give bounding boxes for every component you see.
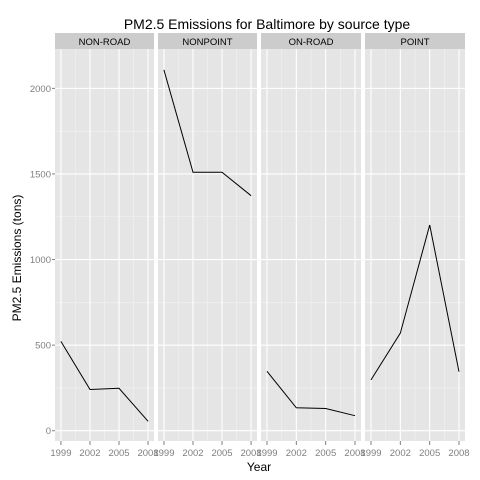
facet-strip <box>55 33 154 49</box>
series-line <box>370 224 460 381</box>
facet-panels: 1999 2002 2005 2008 NON-ROAD 1999 2002 2005 2008… <box>50 33 470 459</box>
facet-panel: 1999 2002 2005 2008 NONPOINT <box>153 33 262 459</box>
facet-strip-label: NONPOINT <box>182 37 232 48</box>
x-tick-label: 2005 <box>108 448 129 459</box>
y-tick-label: 1500 <box>30 169 51 180</box>
facet-strip <box>261 33 361 49</box>
x-axis-label: Year <box>247 460 271 474</box>
facet-strip-label: ON-ROAD <box>289 37 334 48</box>
x-tick-label: 2002 <box>286 448 307 459</box>
x-tick-label: 1999 <box>153 448 174 459</box>
y-tick-label: 1000 <box>30 255 51 266</box>
y-axis: 0 500 1000 1500 2000 <box>30 84 55 437</box>
facet-strip <box>158 33 257 49</box>
x-tick-label: 1999 <box>50 448 71 459</box>
x-tick-label: 2008 <box>137 448 158 459</box>
facet-strip-label: NON-ROAD <box>79 37 131 48</box>
x-tick-label: 2008 <box>448 448 469 459</box>
x-tick-label: 2002 <box>79 448 100 459</box>
y-tick-label: 2000 <box>30 84 51 95</box>
x-tick-label: 2008 <box>240 448 261 459</box>
x-tick-label: 2005 <box>419 448 440 459</box>
facet-strip <box>365 33 465 49</box>
x-tick-label: 1999 <box>256 448 277 459</box>
x-tick-label: 2005 <box>211 448 232 459</box>
facet-panel: 1999 2002 2005 2008 POINT <box>360 33 470 459</box>
x-tick-label: 1999 <box>360 448 381 459</box>
x-tick-label: 2008 <box>344 448 365 459</box>
y-tick-label: 500 <box>35 341 51 352</box>
y-tick-label: 0 <box>46 426 51 437</box>
facet-strip-label: POINT <box>400 37 429 48</box>
facet-panel: 1999 2002 2005 2008 ON-ROAD <box>256 33 366 459</box>
facet-panel: 1999 2002 2005 2008 NON-ROAD <box>50 33 159 459</box>
series-line <box>266 370 356 417</box>
y-axis-label: PM2.5 Emissions (tons) <box>10 195 24 322</box>
x-tick-label: 2005 <box>315 448 336 459</box>
x-tick-label: 2002 <box>390 448 411 459</box>
x-tick-label: 2002 <box>182 448 203 459</box>
series-line <box>163 69 252 197</box>
chart-title: PM2.5 Emissions for Baltimore by source … <box>124 16 411 32</box>
series-line <box>60 341 149 422</box>
